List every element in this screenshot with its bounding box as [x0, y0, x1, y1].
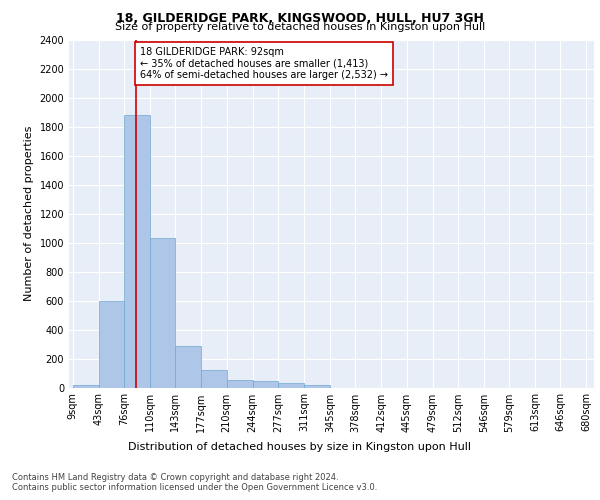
Text: 18 GILDERIDGE PARK: 92sqm
← 35% of detached houses are smaller (1,413)
64% of se: 18 GILDERIDGE PARK: 92sqm ← 35% of detac… [140, 47, 388, 80]
Bar [150, 238, 175, 388]
Bar [99, 300, 124, 388]
Bar [253, 381, 278, 388]
Bar [124, 116, 150, 388]
Bar [175, 346, 202, 388]
Text: Contains HM Land Registry data © Crown copyright and database right 2024.: Contains HM Land Registry data © Crown c… [12, 472, 338, 482]
Text: Distribution of detached houses by size in Kingston upon Hull: Distribution of detached houses by size … [128, 442, 472, 452]
Bar [202, 370, 227, 388]
Text: Contains public sector information licensed under the Open Government Licence v3: Contains public sector information licen… [12, 484, 377, 492]
Bar [278, 383, 304, 388]
Text: Size of property relative to detached houses in Kingston upon Hull: Size of property relative to detached ho… [115, 22, 485, 32]
Bar [227, 380, 253, 388]
Bar [304, 384, 330, 388]
Text: 18, GILDERIDGE PARK, KINGSWOOD, HULL, HU7 3GH: 18, GILDERIDGE PARK, KINGSWOOD, HULL, HU… [116, 12, 484, 24]
Y-axis label: Number of detached properties: Number of detached properties [24, 126, 34, 302]
Bar [73, 384, 99, 388]
